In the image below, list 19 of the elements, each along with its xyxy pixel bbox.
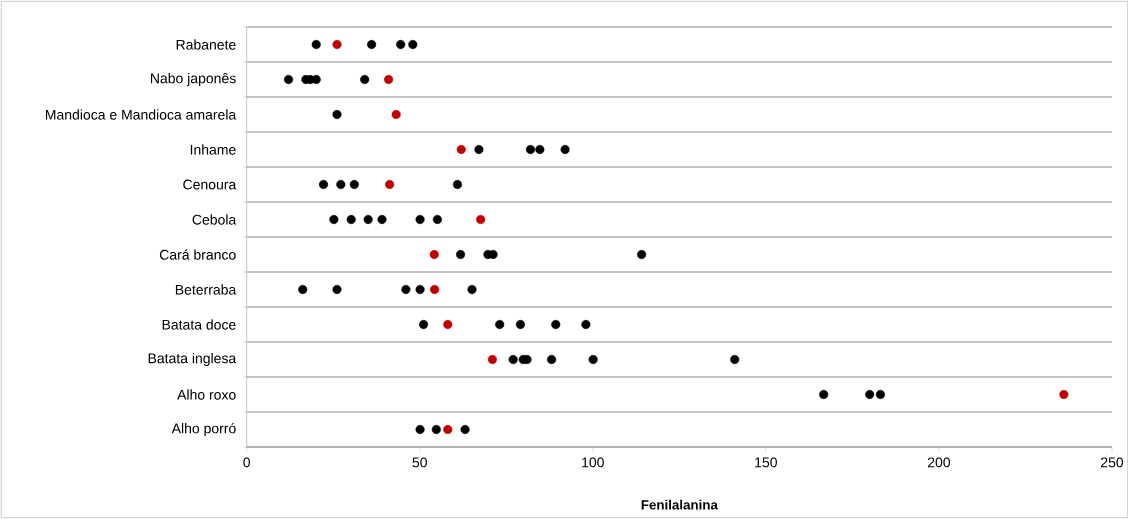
x-tick-label: 100 (582, 457, 604, 468)
y-tick-label: Nabo japonês (151, 72, 236, 87)
y-tick-label: Rabanete (176, 39, 236, 50)
y-tick-label: Alho porró (171, 422, 236, 437)
x-tick-label: 0 (243, 457, 251, 468)
y-tick-label: Alho roxo (177, 389, 236, 400)
x-tick-label: 50 (412, 457, 427, 468)
y-tick-label: Batata doce (162, 319, 236, 330)
x-tick-label: 250 (1101, 457, 1124, 468)
y-tick-label: Mandioca e Mandioca amarela (45, 109, 237, 120)
x-tick-label: 150 (755, 457, 777, 468)
y-tick-label: Cebola (192, 214, 237, 225)
x-tick-label: 200 (927, 457, 951, 468)
x-axis-title: Fenilalanina (641, 499, 718, 510)
y-tick-label: Inhame (190, 144, 236, 155)
y-tick-label: Batata inglesa (148, 352, 237, 367)
y-tick-label: Beterraba (175, 284, 237, 295)
y-tick-label: Cenoura (183, 179, 237, 190)
y-tick-label: Cará branco (159, 249, 236, 260)
